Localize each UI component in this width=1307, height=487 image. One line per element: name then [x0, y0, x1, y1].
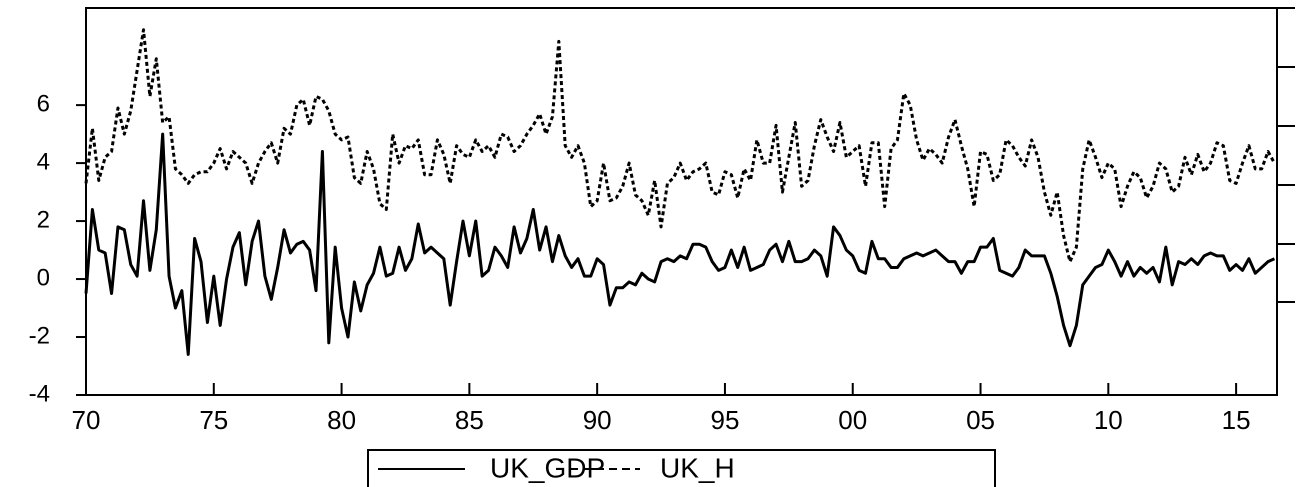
legend-label: UK_H: [660, 452, 735, 483]
x-tick-label: 10: [1094, 405, 1123, 435]
x-tick-label: 70: [72, 405, 101, 435]
x-tick-label: 90: [583, 405, 612, 435]
y-tick-label: -4: [29, 380, 50, 407]
y-tick-label: 6: [37, 90, 50, 117]
series-line: [84, 28, 1276, 264]
x-tick-label: 85: [455, 405, 484, 435]
x-tick-label: 15: [1222, 405, 1251, 435]
y-tick-label: 0: [37, 264, 50, 291]
series-line: [84, 132, 1276, 356]
right-axis-ticks: [1277, 7, 1295, 303]
plot-frame: [85, 7, 1278, 396]
x-tick-label: 00: [838, 405, 867, 435]
y-tick-label: 4: [37, 148, 50, 175]
x-tick-label: 95: [710, 405, 739, 435]
y-tick-label: -2: [29, 322, 50, 349]
x-tick-label: 05: [966, 405, 995, 435]
y-tick-label: 2: [37, 206, 50, 233]
x-tick-label: 75: [199, 405, 228, 435]
legend-label: UK_GDP: [490, 452, 605, 483]
x-tick-label: 80: [327, 405, 356, 435]
legend-box: [367, 449, 996, 487]
